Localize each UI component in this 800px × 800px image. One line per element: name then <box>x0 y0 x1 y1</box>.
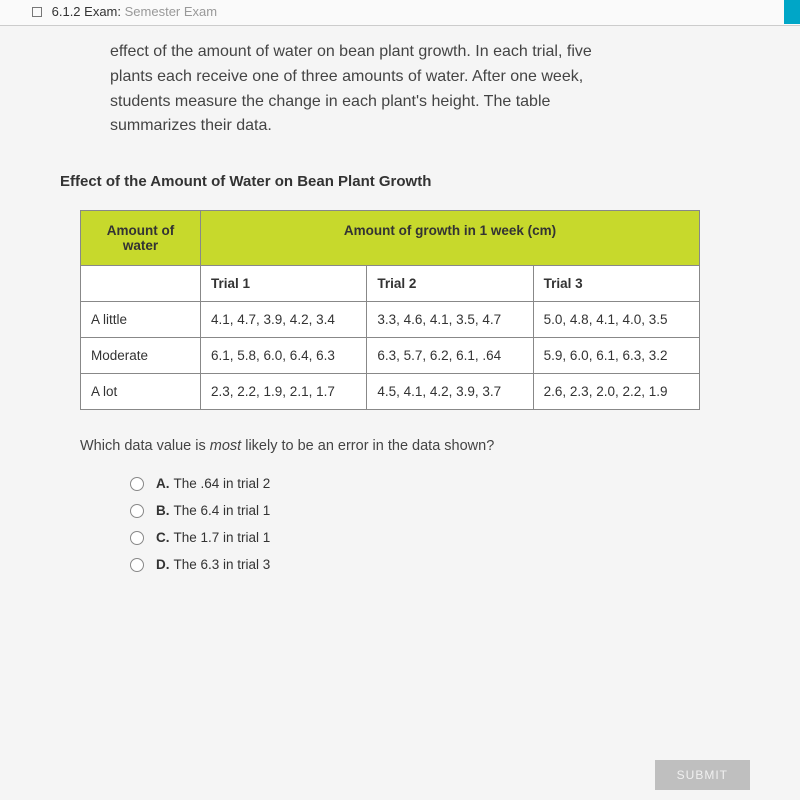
row-label: Moderate <box>81 338 201 374</box>
option-letter: B. <box>156 503 170 518</box>
col-header-right: Amount of growth in 1 week (cm) <box>201 211 700 266</box>
question-text: Which data value is most likely to be an… <box>80 438 760 454</box>
cell-t3: 2.6, 2.3, 2.0, 2.2, 1.9 <box>533 374 699 410</box>
radio-icon[interactable] <box>130 531 144 545</box>
option-a[interactable]: A. The .64 in trial 2 <box>130 476 760 491</box>
table-row: A little 4.1, 4.7, 3.9, 4.2, 3.4 3.3, 4.… <box>81 302 700 338</box>
col-header-left: Amount of water <box>81 211 201 266</box>
trial-3-header: Trial 3 <box>533 266 699 302</box>
option-text: The 1.7 in trial 1 <box>174 530 271 545</box>
options-list: A. The .64 in trial 2 B. The 6.4 in tria… <box>130 476 760 572</box>
option-text: The 6.4 in trial 1 <box>174 503 271 518</box>
trial-2-header: Trial 2 <box>367 266 533 302</box>
breadcrumb-title: Semester Exam <box>125 4 217 19</box>
option-c[interactable]: C. The 1.7 in trial 1 <box>130 530 760 545</box>
cell-t2: 6.3, 5.7, 6.2, 6.1, .64 <box>367 338 533 374</box>
accent-strip <box>784 0 800 24</box>
cell-t3: 5.9, 6.0, 6.1, 6.3, 3.2 <box>533 338 699 374</box>
radio-icon[interactable] <box>130 477 144 491</box>
option-d[interactable]: D. The 6.3 in trial 3 <box>130 557 760 572</box>
cell-t1: 4.1, 4.7, 3.9, 4.2, 3.4 <box>201 302 367 338</box>
radio-icon[interactable] <box>130 558 144 572</box>
option-letter: D. <box>156 557 170 572</box>
cell-t1: 2.3, 2.2, 1.9, 2.1, 1.7 <box>201 374 367 410</box>
row-label: A little <box>81 302 201 338</box>
cell-t3: 5.0, 4.8, 4.1, 4.0, 3.5 <box>533 302 699 338</box>
cell-t2: 3.3, 4.6, 4.1, 3.5, 4.7 <box>367 302 533 338</box>
breadcrumb-section: 6.1.2 Exam: <box>52 4 121 19</box>
empty-cell <box>81 266 201 302</box>
trial-1-header: Trial 1 <box>201 266 367 302</box>
content-area: effect of the amount of water on bean pl… <box>0 26 800 572</box>
checkbox-icon <box>32 7 42 17</box>
data-table: Amount of water Amount of growth in 1 we… <box>80 210 700 410</box>
question-pre: Which data value is <box>80 438 210 454</box>
radio-icon[interactable] <box>130 504 144 518</box>
breadcrumb: 6.1.2 Exam: Semester Exam <box>0 0 800 26</box>
submit-button[interactable]: SUBMIT <box>655 760 750 790</box>
option-b[interactable]: B. The 6.4 in trial 1 <box>130 503 760 518</box>
trial-header-row: Trial 1 Trial 2 Trial 3 <box>81 266 700 302</box>
table-title: Effect of the Amount of Water on Bean Pl… <box>60 173 760 190</box>
option-text: The 6.3 in trial 3 <box>174 557 271 572</box>
option-letter: A. <box>156 476 170 491</box>
question-italic: most <box>210 438 241 454</box>
submit-wrap: SUBMIT <box>655 760 750 790</box>
table-row: Moderate 6.1, 5.8, 6.0, 6.4, 6.3 6.3, 5.… <box>81 338 700 374</box>
option-text: The .64 in trial 2 <box>174 476 271 491</box>
cell-t1: 6.1, 5.8, 6.0, 6.4, 6.3 <box>201 338 367 374</box>
row-label: A lot <box>81 374 201 410</box>
cell-t2: 4.5, 4.1, 4.2, 3.9, 3.7 <box>367 374 533 410</box>
table-row: A lot 2.3, 2.2, 1.9, 2.1, 1.7 4.5, 4.1, … <box>81 374 700 410</box>
intro-text: effect of the amount of water on bean pl… <box>110 40 630 139</box>
question-post: likely to be an error in the data shown? <box>241 438 494 454</box>
option-letter: C. <box>156 530 170 545</box>
